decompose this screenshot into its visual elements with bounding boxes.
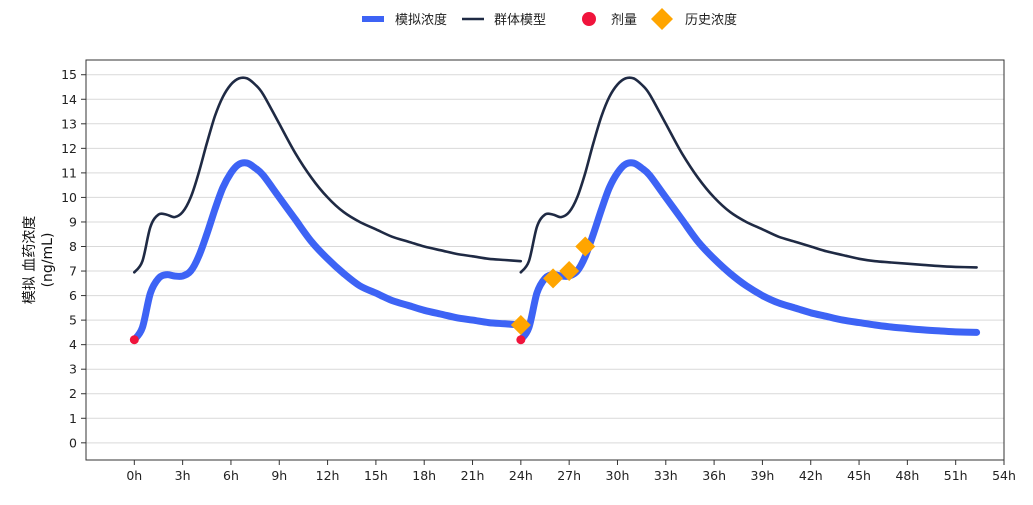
y-tick-label: 15 — [61, 67, 77, 82]
y-tick-label: 8 — [69, 239, 77, 254]
x-tick-label: 3h — [175, 468, 191, 483]
x-tick-label: 12h — [316, 468, 340, 483]
y-axis-title-main: 模拟 血药浓度 — [22, 216, 38, 304]
legend-swatch-simulated — [362, 16, 384, 22]
x-tick-label: 54h — [992, 468, 1016, 483]
population-model-line — [519, 76, 978, 274]
y-axis-title-unit: (ng/mL) — [40, 233, 56, 288]
legend-label-dose: 剂量 — [611, 13, 637, 28]
y-tick-label: 0 — [69, 435, 77, 450]
y-tick-label: 1 — [69, 411, 77, 426]
y-tick-label: 11 — [61, 165, 77, 180]
y-tick-label: 4 — [69, 337, 77, 352]
y-tick-label: 10 — [61, 190, 77, 205]
legend-swatch-dose — [582, 12, 596, 26]
legend-label-population: 群体模型 — [494, 13, 546, 28]
history-concentration-marker[interactable] — [575, 236, 596, 257]
y-tick-label: 9 — [69, 214, 77, 229]
x-tick-label: 0h — [126, 468, 142, 483]
y-tick-label: 2 — [69, 386, 77, 401]
y-tick-label: 5 — [69, 313, 77, 328]
legend-label-simulated: 模拟浓度 — [395, 12, 447, 28]
dose-marker[interactable] — [516, 335, 526, 345]
y-tick-label: 3 — [69, 362, 77, 377]
simulated-concentration-line — [130, 159, 525, 344]
y-tick-label: 12 — [61, 141, 77, 156]
history-concentration-marker[interactable] — [543, 268, 564, 289]
x-tick-label: 48h — [895, 468, 919, 483]
history-concentration-marker[interactable] — [510, 315, 531, 336]
x-tick-label: 36h — [702, 468, 726, 483]
x-tick-label: 6h — [223, 468, 239, 483]
x-tick-label: 42h — [799, 468, 823, 483]
history-concentration-marker[interactable] — [559, 261, 580, 282]
legend-label-history: 历史浓度 — [685, 12, 737, 28]
legend-item-history[interactable]: 历史浓度 — [651, 8, 737, 30]
x-tick-label: 15h — [364, 468, 388, 483]
x-tick-label: 9h — [271, 468, 287, 483]
x-tick-label: 45h — [847, 468, 871, 483]
population-model-line — [133, 76, 523, 274]
y-tick-label: 13 — [61, 116, 77, 131]
y-tick-label: 7 — [69, 264, 77, 279]
x-tick-label: 39h — [751, 468, 775, 483]
x-tick-label: 27h — [557, 468, 581, 483]
gridlines — [86, 74, 1004, 444]
legend-item-population[interactable]: 群体模型 — [462, 13, 546, 28]
x-tick-label: 30h — [606, 468, 630, 483]
x-tick-label: 33h — [654, 468, 678, 483]
plot-area — [129, 76, 981, 345]
y-tick-label: 14 — [61, 92, 77, 107]
dose-marker[interactable] — [129, 335, 139, 345]
x-tick-label: 24h — [509, 468, 533, 483]
legend-swatch-history — [651, 8, 673, 30]
x-tick-label: 21h — [461, 468, 485, 483]
y-axis-title: 模拟 血药浓度 (ng/mL) — [22, 216, 56, 304]
x-tick-label: 51h — [944, 468, 968, 483]
legend-item-simulated[interactable]: 模拟浓度 — [362, 12, 447, 28]
legend-item-dose[interactable]: 剂量 — [582, 12, 637, 28]
plot-frame — [85, 59, 1005, 461]
x-axis: 0h 3h 6h 9h 12h 15h 18h 21h 24h 27h 30h 33h 36h 39h 42… — [126, 460, 1016, 483]
y-tick-label: 6 — [69, 288, 77, 303]
x-tick-label: 18h — [412, 468, 436, 483]
legend: 模拟浓度 群体模型 剂量 历史浓度 — [362, 8, 737, 30]
